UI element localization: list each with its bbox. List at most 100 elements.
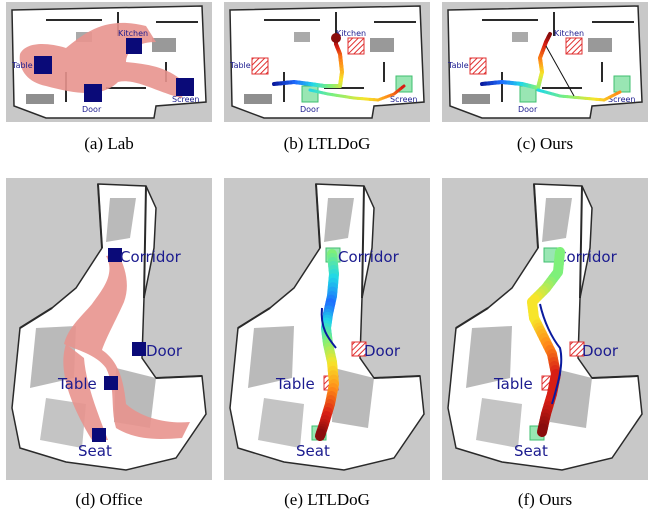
furniture-block: [294, 32, 310, 42]
trajectory-ltldog: [315, 249, 339, 441]
furniture-block: [512, 32, 528, 42]
trajectory-ltldog-1: [272, 36, 344, 88]
room-block: [332, 368, 374, 428]
trajectory-segment: [400, 84, 406, 89]
label-table: Table: [229, 61, 251, 70]
trajectory-end: [331, 33, 341, 43]
label-table: Table: [275, 375, 315, 393]
label-corridor: Corridor: [120, 248, 182, 266]
room-block: [40, 398, 86, 448]
region-door: [132, 342, 146, 356]
trajectory-ltldog-2: [308, 84, 406, 102]
region-door: [569, 341, 585, 357]
label-door: Door: [518, 105, 538, 114]
label-table: Table: [11, 61, 33, 70]
caption-f: (f) Ours: [517, 490, 573, 509]
caption-e: (e) LTLDoG: [284, 490, 370, 509]
region-door: [301, 85, 319, 103]
caption-c: (c) Ours: [516, 134, 574, 153]
panel-lab-ltldog: Table Kitchen Door Screen: [224, 2, 430, 122]
free-space: [447, 5, 643, 119]
reachable-region: [19, 22, 185, 99]
region-screen: [613, 75, 631, 93]
trajectory-blue-tail: [539, 303, 563, 405]
reachable-region: [64, 254, 190, 439]
room-block: [248, 326, 294, 388]
wall-lines: [482, 12, 634, 102]
office-map-f: Corridor Door Table Seat: [442, 178, 648, 480]
label-kitchen: Kitchen: [118, 29, 148, 38]
room-block: [476, 398, 522, 448]
label-corridor: Corridor: [556, 248, 618, 266]
office-map-e: Corridor Door Table Seat: [224, 178, 430, 480]
trajectory-segment: [615, 90, 622, 95]
wall-lines: [455, 183, 639, 379]
panel-office-ltldog: Corridor Door Table Seat: [224, 178, 430, 480]
label-table: Table: [447, 61, 469, 70]
label-seat: Seat: [514, 442, 548, 460]
furniture-block: [370, 38, 394, 52]
trajectory-ours-1: [480, 32, 552, 90]
panel-lab-ours: Table Kitchen Door Screen: [442, 2, 648, 122]
label-screen: Screen: [390, 95, 418, 104]
room-block: [466, 326, 512, 388]
caption-d: (d) Office: [75, 490, 143, 509]
trajectory-ours-2: [536, 88, 622, 102]
furniture-block: [244, 94, 272, 104]
label-corridor: Corridor: [338, 248, 400, 266]
panel-office-regions: Corridor Door Table Seat: [6, 178, 212, 480]
caption-a: (a) Lab: [84, 134, 134, 153]
region-corridor: [108, 248, 122, 262]
panel-lab-regions: Table Kitchen Door Screen: [6, 2, 212, 122]
free-space: [229, 5, 425, 119]
region-door: [84, 84, 102, 102]
label-screen: Screen: [172, 95, 200, 104]
lab-map-c: Table Kitchen Door Screen: [442, 2, 648, 122]
region-kitchen: [126, 38, 142, 54]
lab-map-b: Table Kitchen Door Screen: [224, 2, 430, 122]
label-door: Door: [300, 105, 320, 114]
trajectory-connector: [545, 45, 575, 97]
label-seat: Seat: [296, 442, 330, 460]
room-block: [550, 368, 592, 428]
region-table: [469, 57, 487, 75]
wall-lines: [264, 12, 416, 102]
region-kitchen: [565, 37, 583, 55]
room-block: [542, 198, 572, 242]
lab-map-a: Table Kitchen Door Screen: [6, 2, 212, 122]
label-door: Door: [82, 105, 102, 114]
room-block: [106, 198, 136, 242]
furniture-block: [462, 94, 490, 104]
label-door: Door: [364, 342, 401, 360]
furniture-block: [588, 38, 612, 52]
label-seat: Seat: [78, 442, 112, 460]
label-screen: Screen: [608, 95, 636, 104]
region-table: [34, 56, 52, 74]
wall-lines: [237, 183, 421, 379]
label-door: Door: [582, 342, 619, 360]
region-screen: [176, 78, 194, 96]
room-block: [324, 198, 354, 242]
label-door: Door: [146, 342, 183, 360]
wall-lines: [19, 183, 203, 379]
furniture-block: [152, 38, 176, 52]
panel-office-ours: Corridor Door Table Seat: [442, 178, 648, 480]
label-table: Table: [57, 375, 97, 393]
office-map-d: Corridor Door Table Seat: [6, 178, 212, 480]
trajectory-segment: [547, 32, 552, 38]
trajectory-blue-tail: [320, 307, 337, 349]
label-kitchen: Kitchen: [554, 29, 584, 38]
furniture-block: [26, 94, 54, 104]
caption-b: (b) LTLDoG: [283, 134, 371, 153]
trajectory-segment: [537, 423, 548, 437]
region-door: [351, 341, 367, 357]
label-kitchen: Kitchen: [336, 29, 366, 38]
trajectory-segment: [315, 428, 326, 441]
reachable-region: [63, 344, 108, 440]
room-block: [258, 398, 304, 448]
label-table: Table: [493, 375, 533, 393]
trajectory-ours: [527, 247, 565, 437]
region-table: [104, 376, 118, 390]
region-seat: [92, 428, 106, 442]
region-table: [251, 57, 269, 75]
